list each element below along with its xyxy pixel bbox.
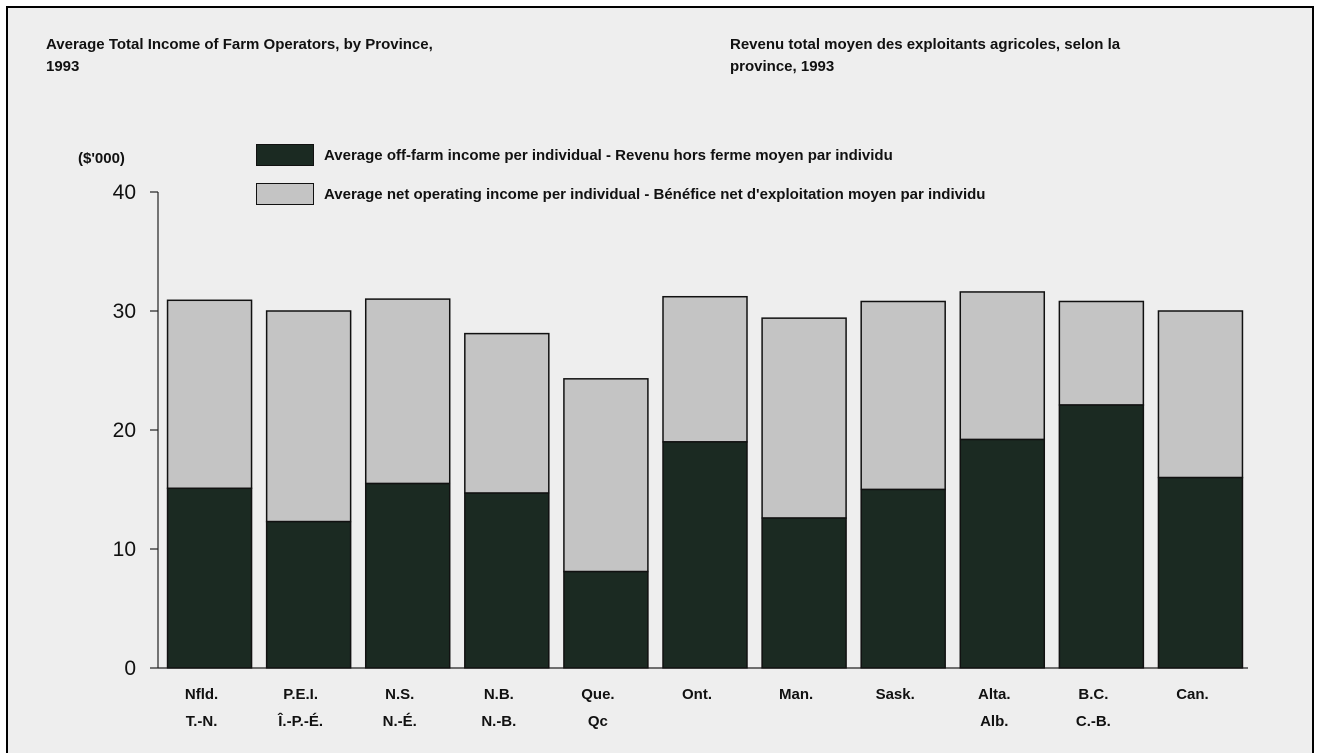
bar-off-farm-income	[860, 488, 946, 669]
x-tick-label: Can.	[1176, 686, 1209, 703]
bar-off-farm-income	[265, 520, 352, 669]
bar-off-farm-income	[166, 487, 253, 669]
legend-swatch-off-farm	[256, 144, 314, 166]
x-tick-label: Que.	[581, 686, 614, 703]
chart-frame: Average Total Income of Farm Operators, …	[6, 6, 1314, 753]
bar-off-farm-income	[761, 517, 847, 669]
bar-net-operating-income	[1157, 310, 1244, 479]
y-tick-label: 40	[113, 181, 136, 204]
bar-net-operating-income	[959, 291, 1046, 441]
bar-net-operating-income	[860, 300, 946, 491]
bar-off-farm-income	[364, 482, 451, 669]
bar-off-farm-income	[1058, 404, 1145, 669]
bar-net-operating-income	[563, 378, 649, 573]
x-tick-label: T.-N.	[186, 713, 218, 730]
legend-item-off-farm-income: Average off-farm income per individual -…	[256, 142, 893, 168]
x-tick-label: N.-B.	[481, 713, 516, 730]
x-tick-label: N.-É.	[383, 713, 417, 730]
legend-label-net-operating: Average net operating income per individ…	[324, 185, 986, 203]
bar-off-farm-income	[1157, 476, 1244, 669]
bar-net-operating-income	[166, 299, 253, 490]
bar-off-farm-income	[662, 441, 748, 669]
x-tick-label: Ont.	[682, 686, 712, 703]
x-tick-label: Alb.	[980, 713, 1008, 730]
bar-net-operating-income	[464, 332, 550, 494]
x-tick-label: Nfld.	[185, 686, 218, 703]
x-tick-label: Alta.	[978, 686, 1011, 703]
x-tick-label: Sask.	[876, 686, 915, 703]
legend-label-off-farm: Average off-farm income per individual -…	[324, 146, 893, 164]
y-tick-label: 20	[113, 419, 136, 442]
legend-swatch-net-operating	[256, 183, 314, 205]
bar-net-operating-income	[265, 310, 352, 523]
x-tick-label: Qc	[588, 713, 608, 730]
y-tick-label: 30	[113, 300, 136, 323]
y-tick-label: 0	[124, 657, 136, 680]
bar-off-farm-income	[563, 570, 649, 669]
x-tick-label: N.B.	[484, 686, 514, 703]
bar-net-operating-income	[364, 298, 451, 485]
chart-title-english: Average Total Income of Farm Operators, …	[46, 36, 433, 75]
x-tick-label: B.C.	[1078, 686, 1108, 703]
x-tick-label: C.-B.	[1076, 713, 1111, 730]
x-tick-label: P.E.I.	[283, 686, 318, 703]
x-tick-label: Man.	[779, 686, 813, 703]
chart-title-french: Revenu total moyen des exploitants agric…	[730, 36, 1121, 75]
stacked-bar-chart: 0 10 20 30 40 Nfld. T.-N. P.E.I. Î.-P.-É. N.S. N.-…	[113, 181, 1248, 730]
x-tick-label: N.S.	[385, 686, 414, 703]
legend-item-net-operating-income: Average net operating income per individ…	[256, 181, 985, 207]
bar-net-operating-income	[1058, 300, 1145, 406]
bar-net-operating-income	[662, 295, 748, 443]
bar-off-farm-income	[464, 492, 550, 669]
bar-off-farm-income	[959, 438, 1046, 669]
bar-net-operating-income	[761, 317, 847, 519]
y-axis-unit-label: ($'000)	[78, 150, 125, 167]
x-tick-label: Î.-P.-É.	[277, 712, 323, 730]
y-tick-label: 10	[113, 538, 136, 561]
